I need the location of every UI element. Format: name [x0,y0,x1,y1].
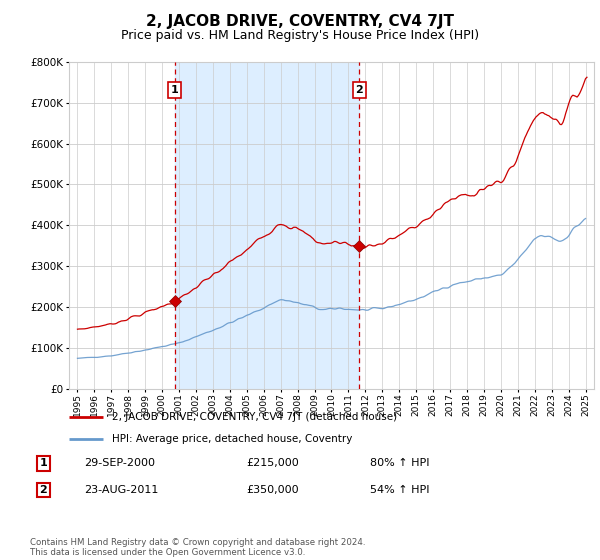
Text: 29-SEP-2000: 29-SEP-2000 [84,458,155,468]
Text: 54% ↑ HPI: 54% ↑ HPI [370,485,430,495]
Text: 2, JACOB DRIVE, COVENTRY, CV4 7JT: 2, JACOB DRIVE, COVENTRY, CV4 7JT [146,14,454,29]
Text: 2: 2 [40,485,47,495]
Text: Contains HM Land Registry data © Crown copyright and database right 2024.
This d: Contains HM Land Registry data © Crown c… [30,538,365,557]
Text: 2: 2 [355,85,363,95]
Text: HPI: Average price, detached house, Coventry: HPI: Average price, detached house, Cove… [112,434,352,444]
Bar [175,62,359,389]
Text: 1: 1 [171,85,179,95]
Text: £350,000: £350,000 [246,485,299,495]
Text: 1: 1 [40,458,47,468]
Text: Price paid vs. HM Land Registry's House Price Index (HPI): Price paid vs. HM Land Registry's House … [121,29,479,42]
Text: 23-AUG-2011: 23-AUG-2011 [84,485,158,495]
Text: 80% ↑ HPI: 80% ↑ HPI [370,458,430,468]
Text: £215,000: £215,000 [246,458,299,468]
Text: 2, JACOB DRIVE, COVENTRY, CV4 7JT (detached house): 2, JACOB DRIVE, COVENTRY, CV4 7JT (detac… [112,412,397,422]
